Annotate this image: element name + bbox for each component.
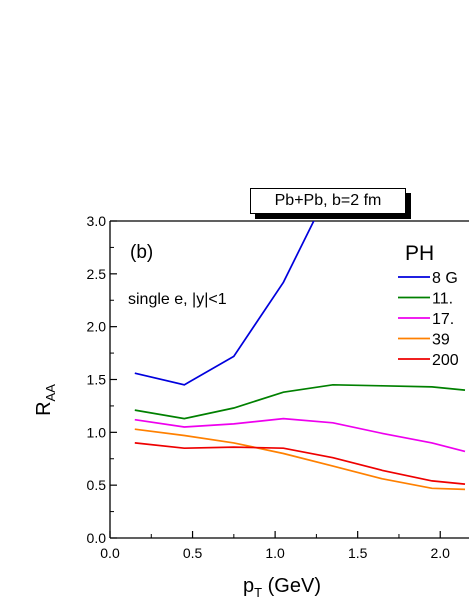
legend-title: PH xyxy=(405,242,434,265)
series-line-4 xyxy=(134,442,466,485)
y-tick-label-0: 0.0 xyxy=(87,530,107,546)
legend-label-2: 17. xyxy=(432,311,454,328)
y-tick-label-4: 2.0 xyxy=(87,319,107,335)
y-axis-label: RAA xyxy=(33,384,58,416)
legend-label-1: 11. xyxy=(432,291,453,308)
x-tick-label-1: 0.5 xyxy=(183,545,203,561)
chart-title: Pb+Pb, b=2 fm xyxy=(250,188,406,214)
legend-label-3: 39 xyxy=(432,332,450,349)
series-line-1 xyxy=(134,383,466,420)
y-tick-label-5: 2.5 xyxy=(87,266,107,282)
series-line-3 xyxy=(134,428,466,491)
x-axis-label: pT (GeV) xyxy=(243,575,321,600)
y-tick-label-1: 0.5 xyxy=(87,477,107,493)
labels: 0.0 0.5 1.0 1.5 2.0 2.5 3.0 0.0 0.5 1.0 1.5 2.0 pT (… xyxy=(33,213,450,600)
series-line-0 xyxy=(134,221,315,386)
legend-label-0: 8 G xyxy=(432,270,458,287)
x-tick-label-4: 2.0 xyxy=(430,545,450,561)
panel-label: (b) xyxy=(130,242,153,263)
series-layer xyxy=(134,221,466,491)
y-tick-label-2: 1.0 xyxy=(87,424,107,440)
legend: PH 8 G 11. 17. 39 200 xyxy=(398,242,459,369)
x-tick-label-3: 1.5 xyxy=(348,545,368,561)
series-line-2 xyxy=(134,417,466,453)
y-tick-label-3: 1.5 xyxy=(87,372,107,388)
axes xyxy=(109,220,469,539)
y-tick-label-6: 3.0 xyxy=(87,213,107,229)
annotation-single-e: single e, |y|<1 xyxy=(128,291,227,308)
legend-label-4: 200 xyxy=(432,352,459,369)
x-tick-label-2: 1.0 xyxy=(265,545,285,561)
x-tick-label-0: 0.0 xyxy=(100,545,120,561)
